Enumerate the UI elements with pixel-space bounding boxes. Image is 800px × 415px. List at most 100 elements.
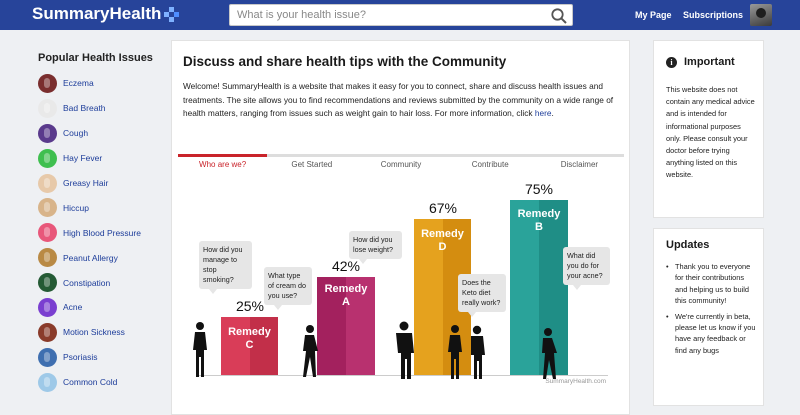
remedy-a-percent: 42%: [331, 258, 361, 274]
logo-text[interactable]: SummaryHealth: [32, 4, 162, 23]
updates-card: Updates Thank you to everyone for their …: [653, 228, 764, 406]
main-content-card: Discuss and share health tips with the C…: [171, 40, 630, 415]
issue-thumbnail-icon: [38, 223, 57, 243]
remedy-c-bar-right: [249, 317, 278, 375]
sidebar-item-label[interactable]: Hay Fever: [63, 153, 103, 164]
issue-list: Eczema Bad Breath Cough Hay Fever Greasy Hai…: [38, 71, 168, 395]
more-info-link[interactable]: here: [534, 108, 552, 118]
question-bubble-acne: What did you do for your acne?: [563, 247, 610, 290]
sidebar-item-cough[interactable]: Cough: [38, 121, 168, 146]
tab-bar: Who are we? Get Started Community Contri…: [178, 154, 625, 172]
user-avatar[interactable]: [750, 4, 772, 26]
tab-contribute[interactable]: Contribute: [445, 154, 535, 172]
remedy-b-label: Remedy B: [517, 208, 561, 233]
top-navigation-bar: SummaryHealth My Page Subscriptions: [0, 0, 800, 30]
sidebar-item-greasy-hair[interactable]: Greasy Hair: [38, 171, 168, 196]
subscriptions-link[interactable]: Subscriptions: [683, 10, 744, 20]
sidebar-item-peanut-allergy[interactable]: Peanut Allergy: [38, 245, 168, 270]
remedy-c-bar-left: [221, 317, 250, 375]
sidebar-item-eczema[interactable]: Eczema: [38, 71, 168, 96]
sidebar-item-constipation[interactable]: Constipation: [38, 270, 168, 295]
popular-issues-sidebar: Popular Health Issues Eczema Bad Breath Co…: [38, 52, 168, 395]
sidebar-item-hiccup[interactable]: Hiccup: [38, 195, 168, 220]
sidebar-item-psoriasis[interactable]: Psoriasis: [38, 345, 168, 370]
person-silhouette: [448, 325, 462, 379]
updates-title: Updates: [666, 239, 710, 251]
important-text: This website does not contain any medica…: [666, 85, 755, 180]
update-item: Thank you to everyone for their contribu…: [666, 261, 758, 307]
intro-text: Welcome! SummaryHealth is a website that…: [183, 81, 614, 118]
sidebar-item-label[interactable]: Psoriasis: [63, 352, 98, 363]
sidebar-item-label[interactable]: Acne: [63, 302, 83, 313]
sidebar-item-label[interactable]: Constipation: [63, 277, 111, 288]
remedy-c-percent: 25%: [235, 298, 265, 314]
tab-get-started[interactable]: Get Started: [267, 154, 357, 172]
tab-community[interactable]: Community: [356, 154, 446, 172]
remedy-c-label: Remedy C: [228, 326, 271, 351]
sidebar-item-label[interactable]: Common Cold: [63, 377, 118, 388]
issue-thumbnail-icon: [38, 248, 57, 268]
intro-paragraph: Welcome! SummaryHealth is a website that…: [183, 80, 623, 121]
issue-thumbnail-icon: [38, 98, 57, 118]
issue-thumbnail-icon: [38, 123, 57, 143]
sidebar-item-label[interactable]: Hiccup: [63, 202, 89, 213]
person-silhouette: [303, 325, 318, 377]
logo-mark-icon: [164, 7, 180, 22]
tab-who-are-we[interactable]: Who are we?: [178, 154, 268, 172]
remedy-d-bar-left: [414, 219, 443, 375]
issue-thumbnail-icon: [38, 198, 57, 218]
question-bubble-cream: What type of cream do you use?: [264, 267, 312, 310]
sidebar-title: Popular Health Issues: [38, 52, 153, 64]
person-silhouette: [542, 328, 557, 379]
remedy-a-bar: Remedy A: [317, 277, 375, 375]
community-infographic: Remedy C Remedy A Remedy D Remedy B 25% 42% …: [178, 181, 624, 409]
sidebar-item-bad-breath[interactable]: Bad Breath: [38, 96, 168, 121]
site-logo[interactable]: SummaryHealth: [32, 4, 180, 24]
intro-end: .: [551, 108, 554, 118]
remedy-a-bar-left: [317, 277, 346, 375]
updates-list: Thank you to everyone for their contribu…: [666, 261, 758, 360]
issue-thumbnail-icon: [38, 273, 57, 293]
issue-thumbnail-icon: [38, 372, 57, 392]
page-title: Discuss and share health tips with the C…: [183, 54, 507, 69]
update-item: We're currently in beta, please let us k…: [666, 311, 758, 357]
question-bubble-keto: Does the Keto diet really work?: [458, 274, 506, 317]
important-header: i Important: [666, 56, 735, 68]
issue-thumbnail-icon: [38, 347, 57, 367]
remedy-d-percent: 67%: [428, 200, 458, 216]
issue-thumbnail-icon: [38, 73, 57, 93]
remedy-d-label: Remedy D: [421, 228, 464, 253]
search-bar: [229, 4, 573, 26]
sidebar-item-label[interactable]: Cough: [63, 128, 89, 139]
remedy-a-label: Remedy A: [324, 283, 368, 308]
issue-thumbnail-icon: [38, 173, 57, 193]
sidebar-item-label[interactable]: Motion Sickness: [63, 327, 125, 338]
issue-thumbnail-icon: [38, 148, 57, 168]
important-title: Important: [684, 56, 735, 68]
important-card: i Important This website does not contai…: [653, 40, 764, 218]
sidebar-item-label[interactable]: Peanut Allergy: [63, 252, 118, 263]
remedy-a-bar-right: [346, 277, 375, 375]
sidebar-item-label[interactable]: Bad Breath: [63, 103, 106, 114]
sidebar-item-acne[interactable]: Acne: [38, 295, 168, 320]
sidebar-item-hay-fever[interactable]: Hay Fever: [38, 146, 168, 171]
sidebar-item-common-cold[interactable]: Common Cold: [38, 370, 168, 395]
my-page-link[interactable]: My Page: [635, 10, 672, 20]
sidebar-item-label[interactable]: Greasy Hair: [63, 178, 109, 188]
remedy-c-bar: Remedy C: [221, 317, 278, 375]
person-silhouette: [396, 321, 414, 379]
issue-thumbnail-icon: [38, 297, 57, 317]
sidebar-item-high-blood-pressure[interactable]: High Blood Pressure: [38, 220, 168, 245]
sidebar-item-label[interactable]: Eczema: [63, 78, 94, 89]
question-bubble-smoking: How did you manage to stop smoking?: [199, 241, 252, 294]
tab-disclaimer[interactable]: Disclaimer: [534, 154, 625, 172]
person-silhouette: [471, 325, 485, 379]
search-input[interactable]: [237, 9, 537, 21]
info-icon: i: [666, 56, 677, 68]
issue-thumbnail-icon: [38, 322, 57, 342]
remedy-b-percent: 75%: [524, 181, 554, 197]
search-icon[interactable]: [550, 7, 568, 25]
sidebar-item-label[interactable]: High Blood Pressure: [63, 227, 141, 238]
sidebar-item-motion-sickness[interactable]: Motion Sickness: [38, 320, 168, 345]
infographic-credit: SummaryHealth.com: [545, 378, 606, 385]
